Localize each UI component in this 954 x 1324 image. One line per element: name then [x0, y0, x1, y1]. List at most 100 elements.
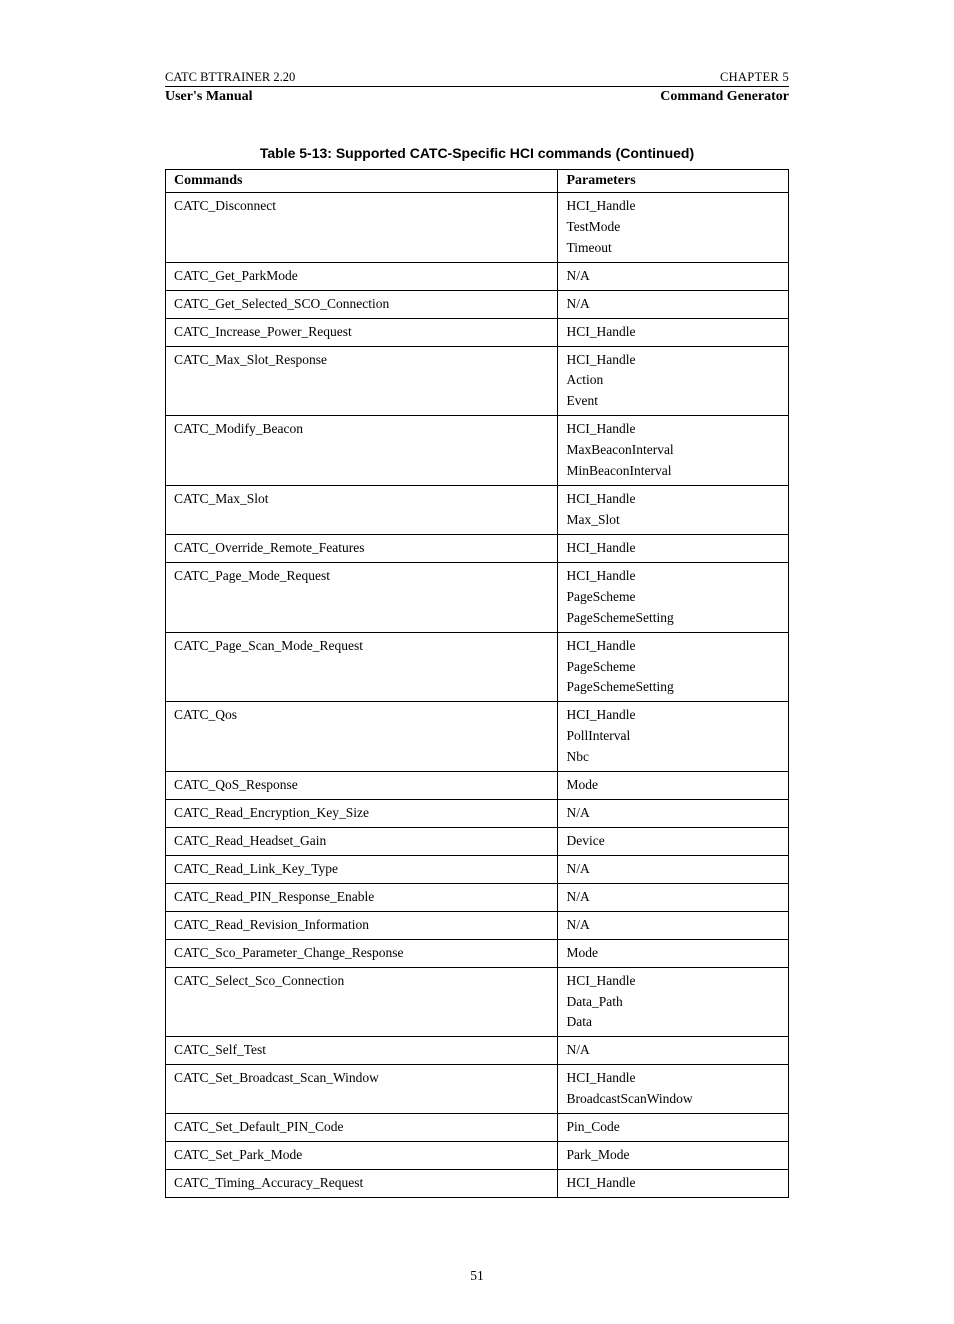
- parameter-value: HCI_Handle: [566, 705, 780, 726]
- cell-command: CATC_Increase_Power_Request: [166, 318, 558, 346]
- col-header-parameters: Parameters: [558, 170, 789, 193]
- header-section: Command Generator: [660, 89, 789, 105]
- parameter-value: N/A: [566, 859, 780, 880]
- cell-parameters: Park_Mode: [558, 1142, 789, 1170]
- cell-command: CATC_Modify_Beacon: [166, 416, 558, 486]
- parameter-value: N/A: [566, 294, 780, 315]
- cell-parameters: HCI_HandleData_PathData: [558, 967, 789, 1037]
- parameter-value: TestMode: [566, 217, 780, 238]
- cell-parameters: HCI_HandleMaxBeaconIntervalMinBeaconInte…: [558, 416, 789, 486]
- table-row: CATC_Get_Selected_SCO_ConnectionN/A: [166, 290, 789, 318]
- cell-parameters: N/A: [558, 262, 789, 290]
- parameter-value: HCI_Handle: [566, 350, 780, 371]
- page-header-top: CATC BTTRAINER 2.20 CHAPTER 5: [165, 70, 789, 87]
- table-row: CATC_Read_Link_Key_TypeN/A: [166, 855, 789, 883]
- parameter-value: N/A: [566, 266, 780, 287]
- parameter-value: PageScheme: [566, 587, 780, 608]
- table-row: CATC_Self_TestN/A: [166, 1037, 789, 1065]
- parameter-value: BroadcastScanWindow: [566, 1089, 780, 1110]
- cell-command: CATC_Qos: [166, 702, 558, 772]
- cell-command: CATC_Max_Slot: [166, 486, 558, 535]
- cell-command: CATC_Read_Revision_Information: [166, 911, 558, 939]
- table-row: CATC_Max_Slot_ResponseHCI_HandleActionEv…: [166, 346, 789, 416]
- cell-parameters: HCI_HandleMax_Slot: [558, 486, 789, 535]
- table-row: CATC_Set_Default_PIN_Code Pin_Code: [166, 1114, 789, 1142]
- parameter-value: HCI_Handle: [566, 322, 780, 343]
- parameter-value: HCI_Handle: [566, 489, 780, 510]
- parameter-value: Park_Mode: [566, 1145, 780, 1166]
- header-manual: User's Manual: [165, 89, 253, 105]
- header-product-3: RAINER 2.20: [224, 70, 296, 84]
- table-row: CATC_Read_Headset_Gain Device: [166, 827, 789, 855]
- parameter-value: HCI_Handle: [566, 1068, 780, 1089]
- parameter-value: N/A: [566, 887, 780, 908]
- cell-parameters: N/A: [558, 855, 789, 883]
- parameter-value: HCI_Handle: [566, 566, 780, 587]
- cell-parameters: N/A: [558, 883, 789, 911]
- cell-command: CATC_Read_Encryption_Key_Size: [166, 800, 558, 828]
- parameter-value: PageScheme: [566, 657, 780, 678]
- cell-command: CATC_Get_ParkMode: [166, 262, 558, 290]
- cell-parameters: HCI_HandlePageSchemePageSchemeSetting: [558, 562, 789, 632]
- parameter-value: Event: [566, 391, 780, 412]
- parameter-value: Mode: [566, 943, 780, 964]
- parameter-value: Data_Path: [566, 992, 780, 1013]
- table-row: CATC_DisconnectHCI_HandleTestModeTimeout: [166, 193, 789, 263]
- parameter-value: PageSchemeSetting: [566, 677, 780, 698]
- parameter-value: N/A: [566, 915, 780, 936]
- parameter-value: Device: [566, 831, 780, 852]
- parameter-value: PageSchemeSetting: [566, 608, 780, 629]
- cell-parameters: HCI_HandlePageSchemePageSchemeSetting: [558, 632, 789, 702]
- table-body: CATC_DisconnectHCI_HandleTestModeTimeout…: [166, 193, 789, 1198]
- parameter-value: HCI_Handle: [566, 196, 780, 217]
- table-header-row: Commands Parameters: [166, 170, 789, 193]
- cell-command: CATC_Set_Default_PIN_Code: [166, 1114, 558, 1142]
- cell-parameters: Mode: [558, 772, 789, 800]
- cell-parameters: N/A: [558, 1037, 789, 1065]
- table-row: CATC_Read_Encryption_Key_SizeN/A: [166, 800, 789, 828]
- cell-command: CATC_Set_Park_Mode: [166, 1142, 558, 1170]
- cell-parameters: Pin_Code: [558, 1114, 789, 1142]
- cell-command: CATC_Read_PIN_Response_Enable: [166, 883, 558, 911]
- parameter-value: HCI_Handle: [566, 971, 780, 992]
- table-row: CATC_Read_PIN_Response_Enable N/A: [166, 883, 789, 911]
- parameter-value: Data: [566, 1012, 780, 1033]
- cell-command: CATC_Page_Mode_Request: [166, 562, 558, 632]
- header-chapter: CHAPTER 5: [720, 70, 789, 85]
- parameter-value: MinBeaconInterval: [566, 461, 780, 482]
- table-row: CATC_Increase_Power_Request HCI_Handle: [166, 318, 789, 346]
- parameter-value: Timeout: [566, 238, 780, 259]
- parameter-value: HCI_Handle: [566, 419, 780, 440]
- cell-command: CATC_Override_Remote_Features: [166, 534, 558, 562]
- cell-command: CATC_Select_Sco_Connection: [166, 967, 558, 1037]
- cell-command: CATC_Self_Test: [166, 1037, 558, 1065]
- cell-parameters: N/A: [558, 800, 789, 828]
- table-row: CATC_Modify_BeaconHCI_HandleMaxBeaconInt…: [166, 416, 789, 486]
- parameter-value: PollInterval: [566, 726, 780, 747]
- cell-command: CATC_QoS_Response: [166, 772, 558, 800]
- table-row: CATC_Timing_Accuracy_RequestHCI_Handle: [166, 1169, 789, 1197]
- parameter-value: HCI_Handle: [566, 1173, 780, 1194]
- cell-command: CATC_Sco_Parameter_Change_Response: [166, 939, 558, 967]
- cell-command: CATC_Set_Broadcast_Scan_Window: [166, 1065, 558, 1114]
- table-row: CATC_Sco_Parameter_Change_Response Mode: [166, 939, 789, 967]
- table-row: CATC_Set_Park_Mode Park_Mode: [166, 1142, 789, 1170]
- table-row: CATC_Set_Broadcast_Scan_WindowHCI_Handle…: [166, 1065, 789, 1114]
- parameter-value: HCI_Handle: [566, 636, 780, 657]
- cell-parameters: Mode: [558, 939, 789, 967]
- cell-parameters: HCI_HandleBroadcastScanWindow: [558, 1065, 789, 1114]
- table-row: CATC_Max_SlotHCI_HandleMax_Slot: [166, 486, 789, 535]
- table-row: CATC_Read_Revision_Information N/A: [166, 911, 789, 939]
- header-chapter-1: C: [720, 70, 729, 84]
- table-row: CATC_Select_Sco_ConnectionHCI_HandleData…: [166, 967, 789, 1037]
- parameter-value: HCI_Handle: [566, 538, 780, 559]
- table-row: CATC_QoS_Response Mode: [166, 772, 789, 800]
- parameter-value: Mode: [566, 775, 780, 796]
- table-row: CATC_Page_Mode_RequestHCI_HandlePageSche…: [166, 562, 789, 632]
- parameter-value: Pin_Code: [566, 1117, 780, 1138]
- cell-parameters: HCI_HandleTestModeTimeout: [558, 193, 789, 263]
- cell-command: CATC_Read_Headset_Gain: [166, 827, 558, 855]
- header-product: CATC BTTRAINER 2.20: [165, 70, 295, 85]
- parameter-value: Action: [566, 370, 780, 391]
- cell-parameters: HCI_HandleActionEvent: [558, 346, 789, 416]
